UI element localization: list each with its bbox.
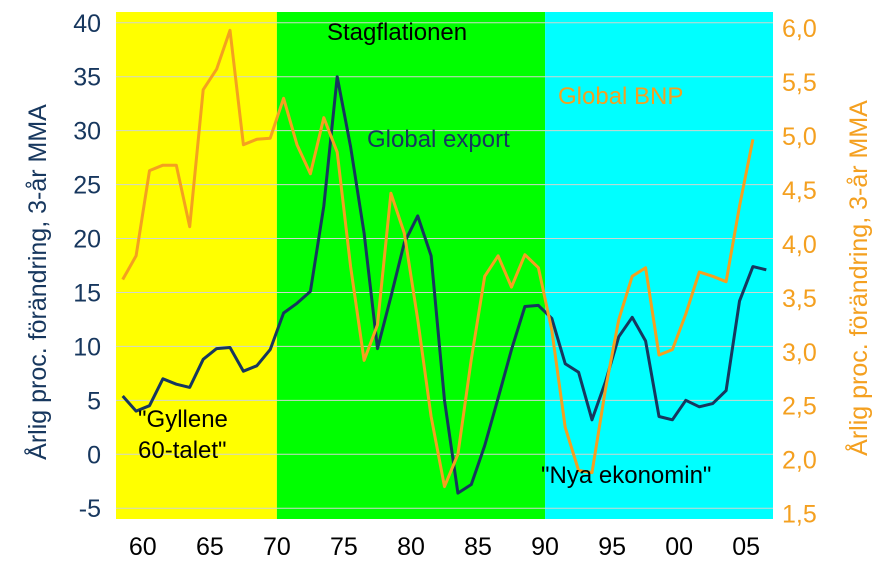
period-band-1 bbox=[116, 12, 277, 519]
right-tick-label: 3,0 bbox=[782, 339, 817, 367]
x-tick-label: 05 bbox=[732, 533, 760, 561]
right-tick-label: 4,5 bbox=[782, 177, 817, 205]
left-tick-label: 40 bbox=[73, 10, 101, 38]
annotation-gyllene-line2: 60-talet" bbox=[138, 437, 227, 464]
left-tick-label: 5 bbox=[87, 387, 101, 415]
x-tick-label: 90 bbox=[531, 533, 559, 561]
right-tick-label: 2,0 bbox=[782, 447, 817, 475]
x-tick-label: 60 bbox=[129, 533, 157, 561]
left-tick-label: 20 bbox=[73, 226, 101, 254]
x-tick-label: 00 bbox=[665, 533, 693, 561]
left-axis-ticks: -5 0 5 10 15 20 25 30 35 40 bbox=[73, 10, 101, 523]
left-tick-label: 0 bbox=[87, 441, 101, 469]
gridlines bbox=[116, 22, 773, 509]
series-line-global-export bbox=[121, 75, 767, 495]
annotation-gyllene-line1: "Gyllene bbox=[138, 406, 228, 433]
left-tick-label: 25 bbox=[73, 172, 101, 200]
right-tick-label: 3,5 bbox=[782, 285, 817, 313]
annotation-stagflationen: Stagflationen bbox=[327, 19, 467, 46]
right-tick-label: 2,5 bbox=[782, 393, 817, 421]
period-band-2 bbox=[276, 12, 546, 519]
left-tick-label: 10 bbox=[73, 333, 101, 361]
x-tick-label: 70 bbox=[263, 533, 291, 561]
left-tick-label: 30 bbox=[73, 118, 101, 146]
series-label-global-export: Global export bbox=[367, 126, 510, 153]
right-axis-ticks: 1,5 2,0 2,5 3,0 3,5 4,0 4,5 5,0 5,5 6,0 bbox=[782, 15, 817, 528]
x-tick-label: 95 bbox=[598, 533, 626, 561]
series-lines bbox=[121, 28, 767, 495]
period-bands bbox=[116, 12, 773, 519]
right-tick-label: 6,0 bbox=[782, 15, 817, 43]
right-tick-label: 4,0 bbox=[782, 231, 817, 259]
period-band-3 bbox=[545, 12, 773, 519]
left-tick-label: 15 bbox=[73, 279, 101, 307]
annotation-nya-ekonomin: "Nya ekonomin" bbox=[541, 462, 711, 489]
x-axis-ticks: 60 65 70 75 80 85 90 95 00 05 bbox=[129, 533, 760, 561]
x-tick-label: 75 bbox=[330, 533, 358, 561]
x-tick-label: 65 bbox=[196, 533, 224, 561]
left-tick-label: -5 bbox=[79, 495, 101, 523]
series-line-global-bnp bbox=[121, 28, 755, 489]
x-tick-label: 85 bbox=[464, 533, 492, 561]
x-tick-label: 80 bbox=[397, 533, 425, 561]
right-tick-label: 5,0 bbox=[782, 123, 817, 151]
left-tick-label: 35 bbox=[73, 64, 101, 92]
right-tick-label: 5,5 bbox=[782, 69, 817, 97]
right-tick-label: 1,5 bbox=[782, 501, 817, 529]
right-axis-label: Årlig proc. förändring, 3-år MMA bbox=[843, 100, 873, 456]
series-label-global-bnp: Global BNP bbox=[558, 83, 683, 110]
left-axis-label: Årlig proc. förändring, 3-år MMA bbox=[22, 104, 52, 460]
